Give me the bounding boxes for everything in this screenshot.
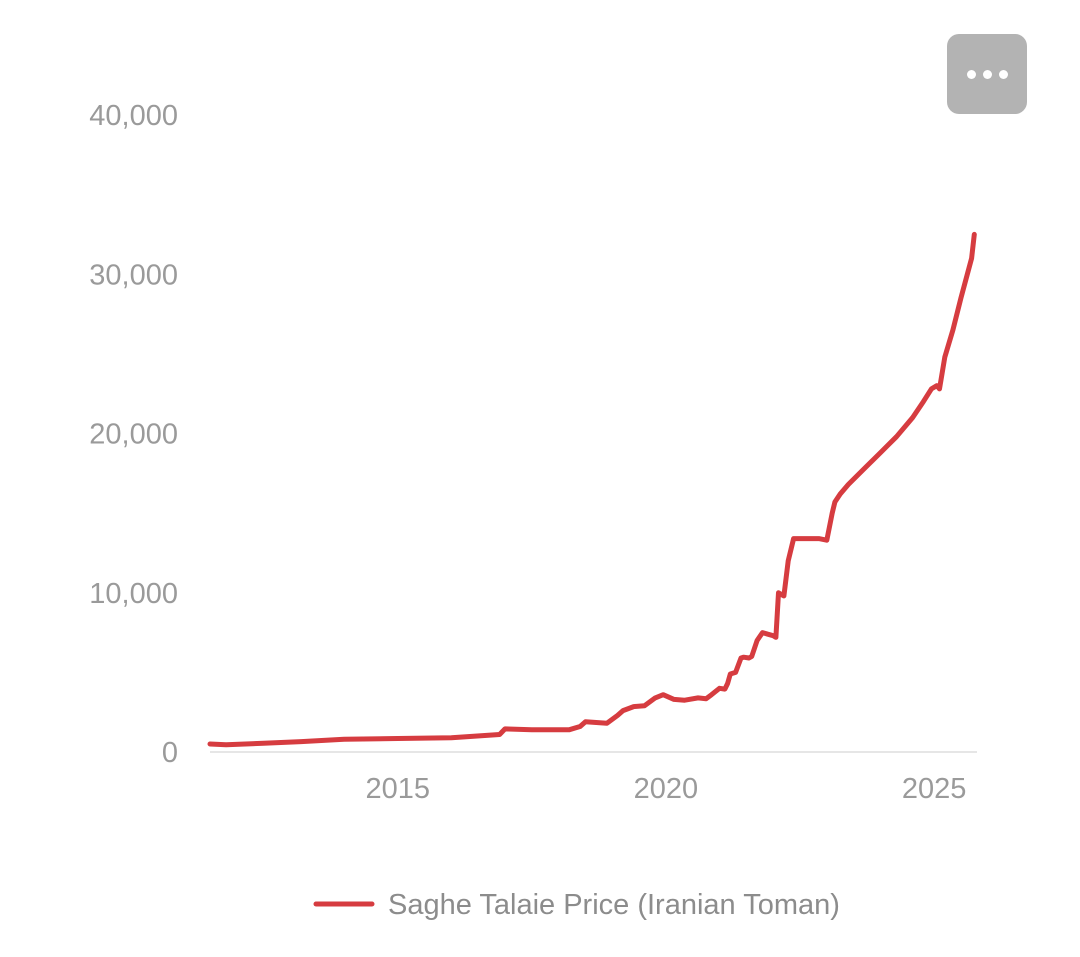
chart-menu-button[interactable]	[947, 34, 1027, 114]
x-axis: 2015 2020 2025	[365, 773, 966, 805]
y-tick-label: 40,000	[89, 100, 178, 132]
y-tick-label: 0	[162, 737, 178, 769]
legend[interactable]: Saghe Talaie Price (Iranian Toman)	[313, 889, 840, 921]
x-tick-label: 2015	[365, 773, 430, 805]
more-horizontal-icon	[966, 69, 1008, 79]
plot-area	[207, 231, 977, 748]
legend-label: Saghe Talaie Price (Iranian Toman)	[388, 889, 840, 921]
y-axis: 0 10,000 20,000 30,000 40,000	[89, 100, 178, 769]
series-line	[207, 231, 977, 748]
y-tick-label: 20,000	[89, 419, 178, 451]
y-tick-label: 10,000	[89, 578, 178, 610]
y-tick-label: 30,000	[89, 259, 178, 291]
x-tick-label: 2025	[902, 773, 967, 805]
x-tick-label: 2020	[634, 773, 699, 805]
